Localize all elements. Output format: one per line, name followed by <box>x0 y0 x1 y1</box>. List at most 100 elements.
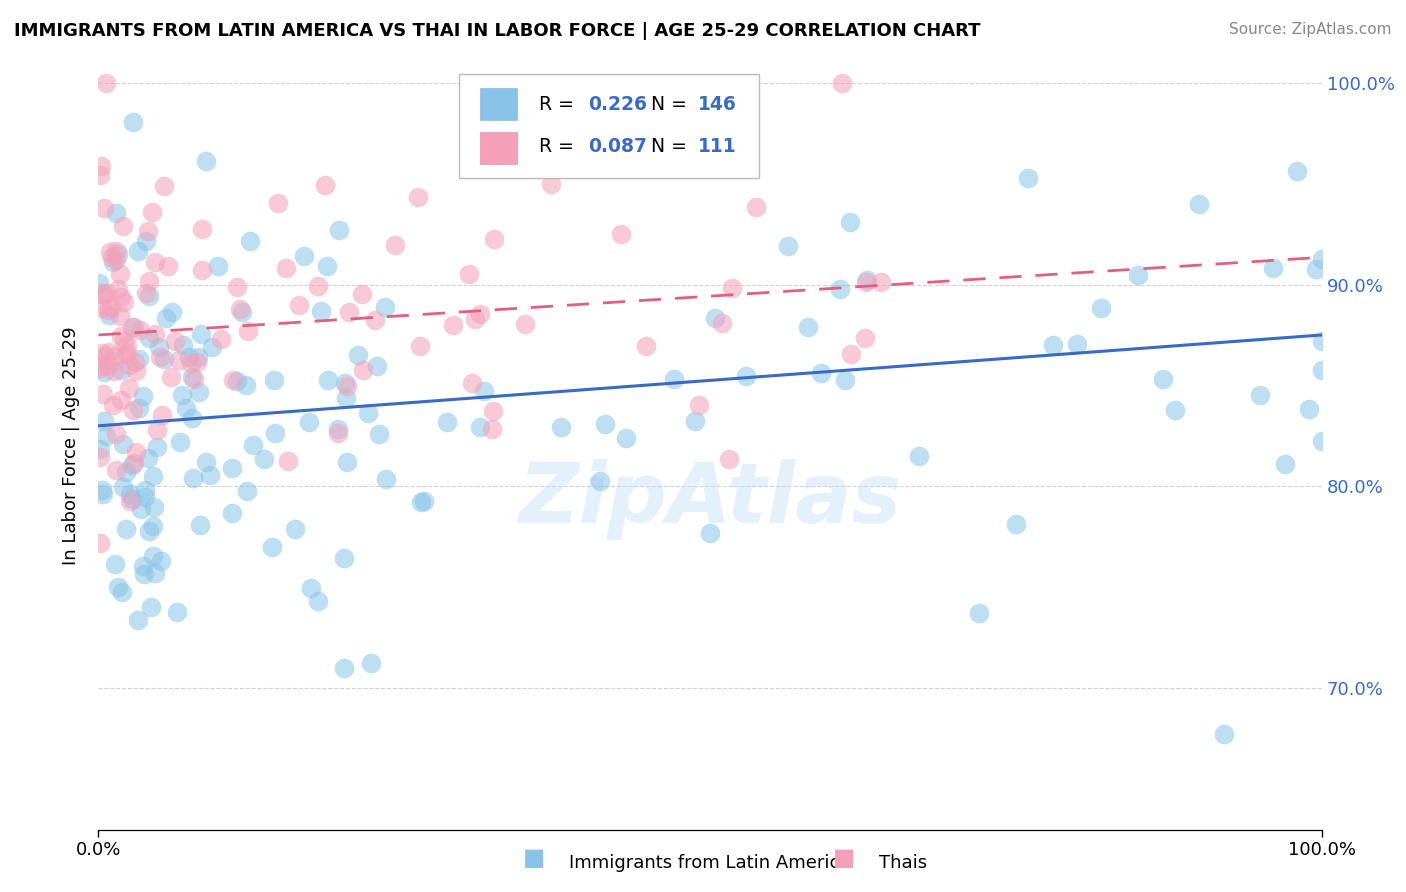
Point <box>165 334 187 348</box>
Point <box>683 414 706 428</box>
Point <box>112 295 135 310</box>
Point <box>198 468 221 483</box>
Point <box>143 326 166 341</box>
Point <box>138 331 160 345</box>
Point <box>287 298 309 312</box>
Point <box>222 373 245 387</box>
Text: Immigrants from Latin America: Immigrants from Latin America <box>569 855 851 872</box>
Point <box>540 177 562 191</box>
Point <box>458 267 481 281</box>
Point <box>180 356 202 370</box>
Point <box>105 426 128 441</box>
Point <box>157 260 180 274</box>
Point <box>107 282 129 296</box>
Point <box>110 290 132 304</box>
Point <box>318 373 340 387</box>
Point <box>162 304 184 318</box>
Text: 146: 146 <box>697 95 737 114</box>
Point <box>834 373 856 387</box>
Point <box>1305 262 1327 277</box>
Point <box>468 419 491 434</box>
Point <box>186 355 208 369</box>
Point <box>89 361 111 376</box>
Point <box>664 372 686 386</box>
Point <box>121 458 143 473</box>
Point <box>1310 434 1333 449</box>
Text: ■: ■ <box>523 846 546 870</box>
Point <box>314 178 336 193</box>
Point <box>188 517 211 532</box>
Point <box>125 445 148 459</box>
Text: R =: R = <box>538 95 579 114</box>
Point <box>366 359 388 373</box>
Point <box>112 334 135 348</box>
Point <box>98 358 121 372</box>
Point <box>146 441 169 455</box>
Point <box>125 364 148 378</box>
Point <box>89 450 111 464</box>
FancyBboxPatch shape <box>479 132 517 164</box>
Point <box>374 300 396 314</box>
Point <box>839 347 862 361</box>
Point <box>778 239 800 253</box>
Point <box>114 522 136 536</box>
Point <box>337 305 360 319</box>
Point <box>406 190 429 204</box>
Point <box>90 359 112 373</box>
Point <box>143 254 166 268</box>
Point <box>308 594 330 608</box>
Text: R =: R = <box>538 137 579 156</box>
Point <box>94 349 117 363</box>
Point <box>89 168 111 182</box>
Point <box>1274 457 1296 471</box>
Point <box>194 154 217 169</box>
Point <box>93 288 115 302</box>
Point <box>132 566 155 581</box>
Point <box>797 319 820 334</box>
Point <box>468 307 491 321</box>
Text: ■: ■ <box>832 846 855 870</box>
Point <box>853 331 876 345</box>
Point <box>127 244 149 259</box>
Point <box>236 324 259 338</box>
Point <box>104 253 127 268</box>
Point <box>103 350 125 364</box>
Point <box>610 227 633 242</box>
Point <box>91 346 114 360</box>
Point <box>200 339 222 353</box>
Point <box>1017 170 1039 185</box>
Point <box>326 422 349 436</box>
Point <box>138 274 160 288</box>
Point <box>124 354 146 368</box>
Point <box>93 365 115 379</box>
Point <box>90 160 112 174</box>
Point <box>91 483 114 498</box>
Point <box>105 205 128 219</box>
Point <box>118 494 141 508</box>
Point <box>89 442 111 457</box>
Point <box>127 613 149 627</box>
Point <box>142 500 165 515</box>
Point <box>94 76 117 90</box>
Y-axis label: In Labor Force | Age 25-29: In Labor Force | Age 25-29 <box>62 326 80 566</box>
Point <box>461 376 484 390</box>
Point <box>170 388 193 402</box>
Point <box>267 195 290 210</box>
Point <box>122 402 145 417</box>
Point <box>221 461 243 475</box>
Point <box>235 378 257 392</box>
Point <box>187 350 209 364</box>
Point <box>187 384 209 399</box>
Point <box>1250 388 1272 402</box>
Point <box>138 524 160 538</box>
Point <box>315 259 337 273</box>
Point <box>550 420 572 434</box>
Point <box>1310 363 1333 377</box>
Point <box>135 285 157 300</box>
Text: Thais: Thais <box>879 855 927 872</box>
Point <box>299 581 322 595</box>
Point <box>838 215 860 229</box>
Point <box>129 323 152 337</box>
Point <box>149 554 172 568</box>
Text: N =: N = <box>651 137 693 156</box>
